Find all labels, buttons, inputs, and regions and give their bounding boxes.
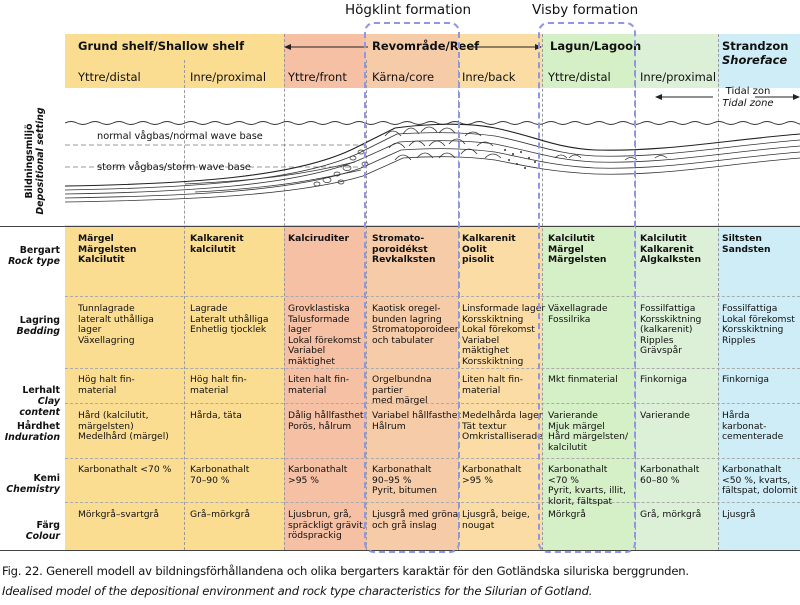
normal-wave-base-label: normal vågbas/normal wave base — [97, 131, 263, 142]
chemistry-cell: Karbonathalt >95 % — [462, 465, 521, 486]
row-label-bedding: Lagring Bedding — [0, 304, 60, 348]
zone-title-shelf: Grund shelf/Shallow shelf — [78, 39, 244, 53]
colour-cell: Ljusgrå, beige, nougat — [462, 510, 530, 531]
bedding-cell: Fossilfattiga Lokal förekomst Korsskiktn… — [722, 304, 795, 346]
bedding-cell: Linsformade lager Korsskiktning Lokal fö… — [462, 304, 545, 368]
subzone-label: Inre/proximal — [190, 70, 266, 84]
clay-cell: Liten halt fin- material — [462, 375, 523, 396]
clay-cell: Liten halt fin- material — [288, 375, 349, 396]
zone-title-shoreface: Strandzon — [722, 39, 788, 53]
bedding-cell: Grovklastiska Talusformade lager Lokal f… — [288, 304, 361, 368]
row-label-rock-type: Bergart Rock type — [0, 234, 60, 278]
colour-cell: Grå–mörkgrå — [190, 510, 250, 521]
tidal-zone-sv: Tidal zon — [718, 86, 778, 98]
tidal-zone-label: Tidal zon Tidal zone — [718, 86, 778, 110]
formation-box-hogklint — [364, 22, 460, 553]
rock-type-cell: Siltsten Sandsten — [722, 234, 771, 255]
bedding-cell: Fossilfattiga Korsskiktning (kalkarenit)… — [640, 304, 701, 357]
chemistry-cell: Karbonathalt <50 %, kvarts, fältspat, do… — [722, 465, 797, 497]
storm-wave-base-label: storm vågbas/storm wave base — [97, 162, 251, 173]
caption-swedish: Fig. 22. Generell modell av bildningsför… — [2, 564, 689, 578]
induration-cell: Medelhårda lager Tät textur Omkristallis… — [462, 411, 543, 443]
colour-cell: Mörkgrå–svartgrå — [78, 510, 159, 521]
setting-label-en: Depositional setting — [35, 106, 46, 216]
caption-english: Idealised model of the depositional envi… — [2, 584, 592, 598]
colour-cell: Ljusgrå — [722, 510, 756, 521]
formation-label-visby: Visby formation — [532, 2, 638, 18]
induration-cell: Hård (kalcilutit, märgelsten) Medelhård … — [78, 411, 169, 443]
clay-cell: Finkorniga — [722, 375, 769, 386]
row-label-induration: Hårdhet Induration — [0, 410, 60, 454]
setting-label-sv: Bildningsmiljö — [24, 106, 35, 216]
clay-cell: Hög halt fin- material — [78, 375, 135, 396]
chemistry-cell: Karbonathalt 70–90 % — [190, 465, 249, 486]
colour-cell: Ljusbrun, grå, spräckligt grävit, rödspr… — [288, 510, 366, 542]
rock-type-cell: Kalkarenit Oolit pisolit — [462, 234, 516, 266]
induration-cell: Dålig hållfasthet Porös, hålrum — [288, 411, 363, 432]
formation-label-hogklint: Högklint formation — [345, 2, 471, 18]
subzone-label: Inre/back — [462, 70, 515, 84]
row-label-chemistry: Kemi Chemistry — [0, 462, 60, 506]
subzone-label: Inre/proximal — [640, 70, 716, 84]
colour-cell: Grå, mörkgrå — [640, 510, 701, 521]
chemistry-cell: Karbonathalt 60–80 % — [640, 465, 699, 486]
induration-cell: Hårda, täta — [190, 411, 242, 422]
chemistry-cell: Karbonathalt >95 % — [288, 465, 347, 486]
row-label-colour: Färg Colour — [0, 509, 60, 553]
setting-label: Bildningsmiljö Depositional setting — [24, 106, 46, 216]
subzone-label: Yttre/distal — [78, 70, 141, 84]
induration-cell: Hårda karbonat- cementerade — [722, 411, 783, 443]
clay-cell: Finkorniga — [640, 375, 687, 386]
rock-type-cell: Kalkarenit kalcilutit — [190, 234, 244, 255]
formation-box-visby — [538, 22, 636, 553]
tidal-zone-en: Tidal zone — [718, 98, 778, 110]
zone-title-shoreface-en: Shoreface — [722, 53, 787, 67]
rock-type-cell: Märgel Märgelsten Kalcilutit — [78, 234, 136, 266]
induration-cell: Varierande — [640, 411, 690, 422]
bedding-cell: Lagrade Lateralt uthålliga Enhetlig tjoc… — [190, 304, 268, 336]
bedding-cell: Tunnlagrade lateralt uthålliga lager Väx… — [78, 304, 154, 346]
rock-type-cell: Kalcilutit Kalkarenit Algkalksten — [640, 234, 701, 266]
clay-cell: Hög halt fin- material — [190, 375, 247, 396]
chemistry-cell: Karbonathalt <70 % — [78, 465, 171, 476]
rock-type-cell: Kalciruditer — [288, 234, 349, 245]
subzone-label: Yttre/front — [288, 70, 347, 84]
